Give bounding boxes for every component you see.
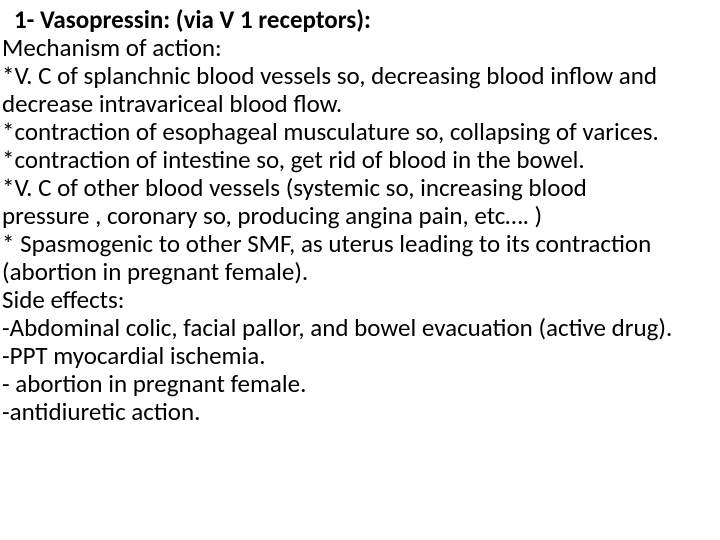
slide-container: 1- Vasopressin: (via V 1 receptors): Mec…	[0, 0, 720, 540]
body-line: *contraction of esophageal musculature s…	[2, 118, 714, 146]
body-line: pressure , coronary so, producing angina…	[2, 202, 714, 230]
slide-title: 1- Vasopressin: (via V 1 receptors):	[2, 6, 714, 34]
body-line: Mechanism of action:	[2, 34, 714, 62]
body-line: Side effects:	[2, 286, 714, 314]
body-line: -antidiuretic action.	[2, 398, 714, 426]
body-line: *V. C of splanchnic blood vessels so, de…	[2, 62, 714, 118]
body-line: - abortion in pregnant female.	[2, 370, 714, 398]
body-line: -Abdominal colic, facial pallor, and bow…	[2, 314, 714, 342]
body-line: -PPT myocardial ischemia.	[2, 342, 714, 370]
body-line: * Spasmogenic to other SMF, as uterus le…	[2, 230, 714, 286]
body-line: *V. C of other blood vessels (systemic s…	[2, 174, 714, 202]
body-line: *contraction of intestine so, get rid of…	[2, 146, 714, 174]
